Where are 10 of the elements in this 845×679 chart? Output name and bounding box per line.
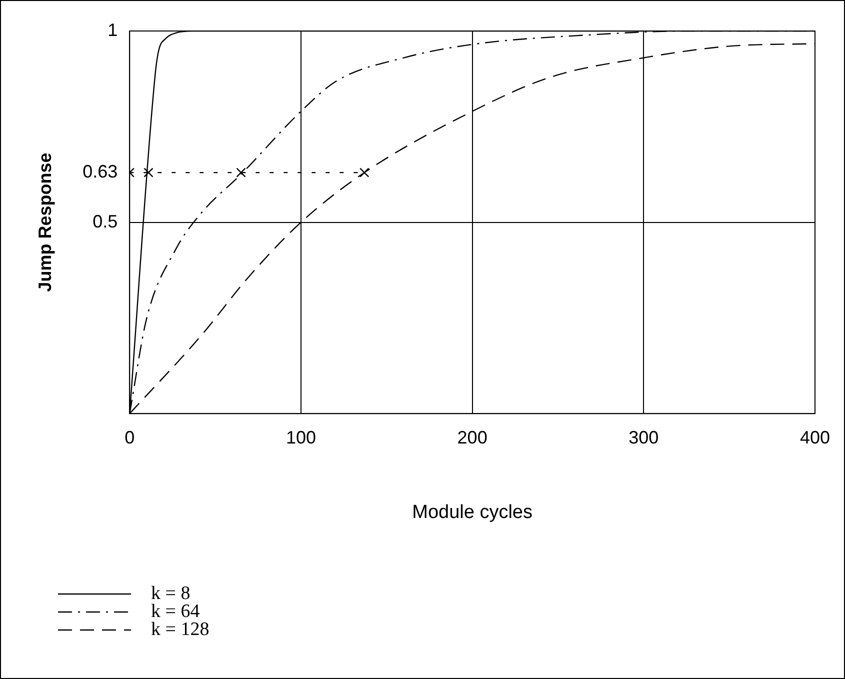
- x-tick-label: 200: [457, 427, 488, 448]
- x-tick-label: 0: [124, 427, 135, 448]
- x-axis-title: Module cycles: [412, 502, 533, 523]
- x-tick-label: 400: [800, 427, 830, 448]
- y-tick-label: 1: [108, 20, 118, 40]
- x-tick-label: 100: [286, 427, 316, 448]
- y-axis-title: Jump Response: [34, 152, 55, 292]
- y-tick-label: 0.63: [82, 162, 118, 182]
- x-tick-label: 300: [628, 427, 659, 448]
- y-tick-label: 0.5: [92, 211, 118, 232]
